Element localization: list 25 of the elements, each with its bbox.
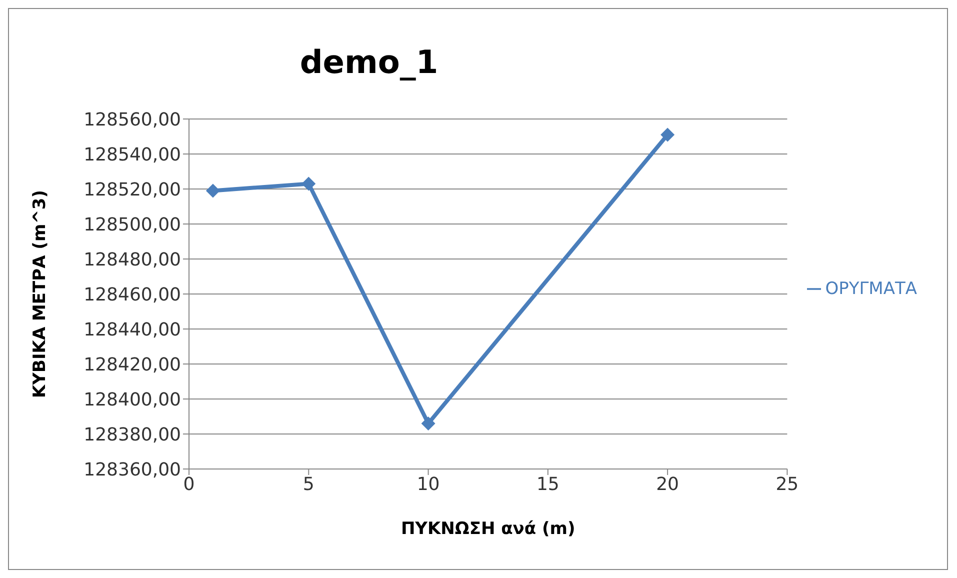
point — [206, 184, 220, 198]
y-tick-label: 128540,00 — [84, 144, 181, 166]
y-tick-label: 128440,00 — [84, 319, 181, 340]
y-tick-label: 128480,00 — [84, 249, 181, 270]
x-tick-label: 25 — [776, 474, 799, 495]
point — [660, 128, 675, 142]
y-tick-label: 128460,00 — [84, 284, 181, 306]
y-tick-label: 128400,00 — [84, 389, 181, 410]
legend-label: ΟΡΥΓΜΑΤΑ — [825, 279, 917, 299]
y-tick-label: 128360,00 — [84, 459, 181, 480]
y-tick-label: 128560,00 — [84, 109, 181, 130]
x-tick-label: 0 — [183, 474, 195, 495]
x-tick-label: 10 — [416, 474, 440, 495]
x-axis-title: ΠΥΚΝΩΣΗ ανά (m) — [400, 519, 576, 539]
y-tick-label: 128420,00 — [84, 354, 181, 376]
point — [302, 176, 316, 191]
y-tick-label: 128500,00 — [84, 214, 181, 236]
y-tick-label: 128520,00 — [84, 179, 181, 200]
y-tick-label: 128380,00 — [84, 424, 181, 446]
x-tick-label: 5 — [302, 474, 314, 495]
chart-title: demo_1 — [298, 43, 440, 81]
y-axis-title: ΚΥΒΙΚΑ ΜΕΤΡΑ (m^3) — [30, 190, 50, 398]
x-tick-label: 15 — [536, 474, 560, 495]
point — [421, 416, 436, 430]
x-tick-label: 20 — [656, 474, 680, 495]
